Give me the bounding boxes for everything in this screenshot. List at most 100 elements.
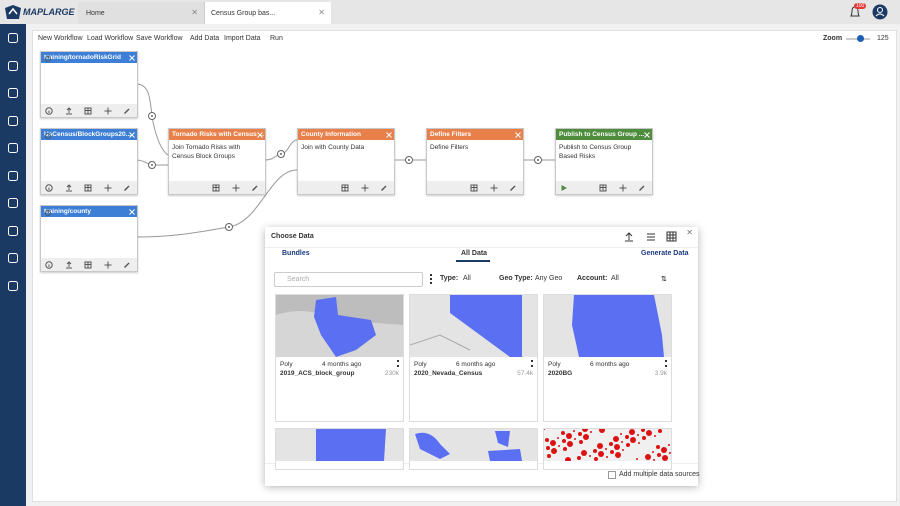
card-menu[interactable]: [397, 360, 399, 367]
dialog-close[interactable]: ✕: [686, 228, 693, 237]
card-kind: Poly: [280, 361, 293, 368]
sidebar-plus[interactable]: [7, 87, 19, 99]
filter-value[interactable]: All: [463, 275, 471, 282]
icon-plus[interactable]: [641, 129, 652, 140]
sidebar-code[interactable]: [7, 225, 19, 237]
icon-gear[interactable]: [44, 55, 52, 63]
icon-plus[interactable]: [126, 129, 137, 140]
user-avatar[interactable]: [872, 4, 888, 20]
icon-plus[interactable]: [254, 129, 265, 140]
icon-pencil[interactable]: [123, 184, 131, 192]
icon-table[interactable]: [84, 261, 92, 269]
tab-close[interactable]: ✕: [318, 8, 325, 17]
icon-plus[interactable]: [512, 129, 523, 140]
icon-plus[interactable]: [126, 206, 137, 217]
sort[interactable]: ⇅: [661, 276, 667, 283]
sidebar-menu[interactable]: [7, 32, 19, 44]
icon-plus[interactable]: [104, 107, 112, 115]
icon-plus[interactable]: [619, 184, 627, 192]
filter-label: Type:: [440, 275, 459, 282]
node-description: Join Tornado Risks with Census Block Gro…: [172, 144, 241, 160]
card-menu[interactable]: [665, 360, 667, 367]
node-footer: [169, 181, 265, 194]
workflow-node[interactable]: Define Filters Define Filters: [426, 128, 524, 195]
card-size: 230k: [384, 370, 399, 377]
icon-pencil[interactable]: [123, 107, 131, 115]
icon-table[interactable]: [84, 107, 92, 115]
icon-up[interactable]: [65, 183, 73, 192]
tab-generate[interactable]: Generate Data: [641, 250, 689, 257]
icon-plus[interactable]: [232, 184, 240, 192]
zoom-label: Zoom: [823, 35, 843, 42]
sidebar-info[interactable]: [7, 280, 19, 292]
workflow-node[interactable]: Tornado Risks with Census ... Join Tornad…: [168, 128, 266, 195]
data-card[interactable]: [409, 428, 538, 470]
icon-info[interactable]: [45, 106, 53, 115]
icon-gear[interactable]: [44, 209, 52, 217]
sidebar-help[interactable]: [7, 252, 19, 264]
workflow-node[interactable]: UsCensus/BlockGroups20...: [40, 128, 138, 195]
tab[interactable]: Home ✕: [78, 2, 205, 24]
tab-active[interactable]: Census Group bas... ✕: [205, 2, 331, 24]
toolbar-button[interactable]: Save Workflow: [136, 35, 183, 42]
toolbar-button[interactable]: Load Workflow: [87, 35, 134, 42]
more-menu[interactable]: [430, 274, 434, 284]
data-card[interactable]: Poly 4 months ago 2019_ACS_block_group 230k: [275, 294, 404, 422]
icon-table[interactable]: [599, 184, 607, 192]
icon-table[interactable]: [470, 184, 478, 192]
sidebar-db[interactable]: [7, 170, 19, 182]
node-title: Tornado Risks with Census ...: [172, 131, 264, 138]
icon-table[interactable]: [212, 184, 220, 192]
search-box[interactable]: Search: [274, 272, 423, 287]
toolbar-button[interactable]: New Workflow: [38, 35, 83, 42]
icon-plus[interactable]: [126, 52, 137, 63]
toolbar-button[interactable]: Run: [270, 35, 283, 42]
icon-info[interactable]: [45, 260, 53, 269]
tab-bundles[interactable]: Bundles: [282, 250, 310, 257]
icon-plus[interactable]: [490, 184, 498, 192]
icon-plus[interactable]: [383, 129, 394, 140]
workflow-node[interactable]: Publish to Census Group ... Publish to Ce…: [555, 128, 653, 195]
icon-plus[interactable]: [104, 184, 112, 192]
data-card[interactable]: Poly 6 months ago 2020BG 3.9k: [543, 294, 672, 422]
sidebar-home[interactable]: [7, 60, 19, 72]
node-title: County Information: [301, 131, 361, 138]
view-icons[interactable]: [623, 231, 683, 243]
node-title: UsCensus/BlockGroups20...: [44, 131, 132, 138]
filter-value[interactable]: All: [611, 275, 619, 282]
icon-play[interactable]: [560, 184, 568, 192]
data-card[interactable]: [275, 428, 404, 470]
tab-all-data[interactable]: All Data: [461, 250, 488, 257]
icon-table[interactable]: [84, 184, 92, 192]
data-card[interactable]: [543, 426, 672, 470]
icon-pencil[interactable]: [251, 184, 259, 192]
card-age: 4 months ago: [322, 361, 362, 368]
icon-pencil[interactable]: [509, 184, 517, 192]
data-card[interactable]: Poly 6 months ago 2020_Nevada_Census 57.4k: [409, 294, 538, 422]
logo[interactable]: MAPLARGE: [23, 7, 75, 17]
icon-pencil[interactable]: [123, 261, 131, 269]
filter-value[interactable]: Any Geo: [535, 275, 563, 282]
checkbox[interactable]: [608, 471, 616, 479]
toolbar-button[interactable]: Import Data: [224, 35, 261, 42]
node-footer: [41, 181, 137, 194]
icon-pencil[interactable]: [380, 184, 388, 192]
icon-plus[interactable]: [361, 184, 369, 192]
sidebar-upload[interactable]: [7, 142, 19, 154]
icon-up[interactable]: [65, 260, 73, 269]
tab-close[interactable]: ✕: [191, 8, 198, 17]
card-menu[interactable]: [531, 360, 533, 367]
workflow-node[interactable]: County Information Join with County Data: [297, 128, 395, 195]
zoom-handle[interactable]: [857, 35, 864, 42]
sidebar-gear[interactable]: [7, 197, 19, 209]
icon-plus[interactable]: [104, 261, 112, 269]
workflow-node[interactable]: training/county: [40, 205, 138, 272]
icon-table[interactable]: [341, 184, 349, 192]
icon-up[interactable]: [65, 106, 73, 115]
toolbar-button[interactable]: Add Data: [190, 35, 220, 42]
workflow-node[interactable]: training/tornadoRiskGrid: [40, 51, 138, 118]
icon-info[interactable]: [45, 183, 53, 192]
icon-gear[interactable]: [44, 132, 52, 140]
sidebar-folder[interactable]: [7, 115, 19, 127]
icon-pencil[interactable]: [638, 184, 646, 192]
